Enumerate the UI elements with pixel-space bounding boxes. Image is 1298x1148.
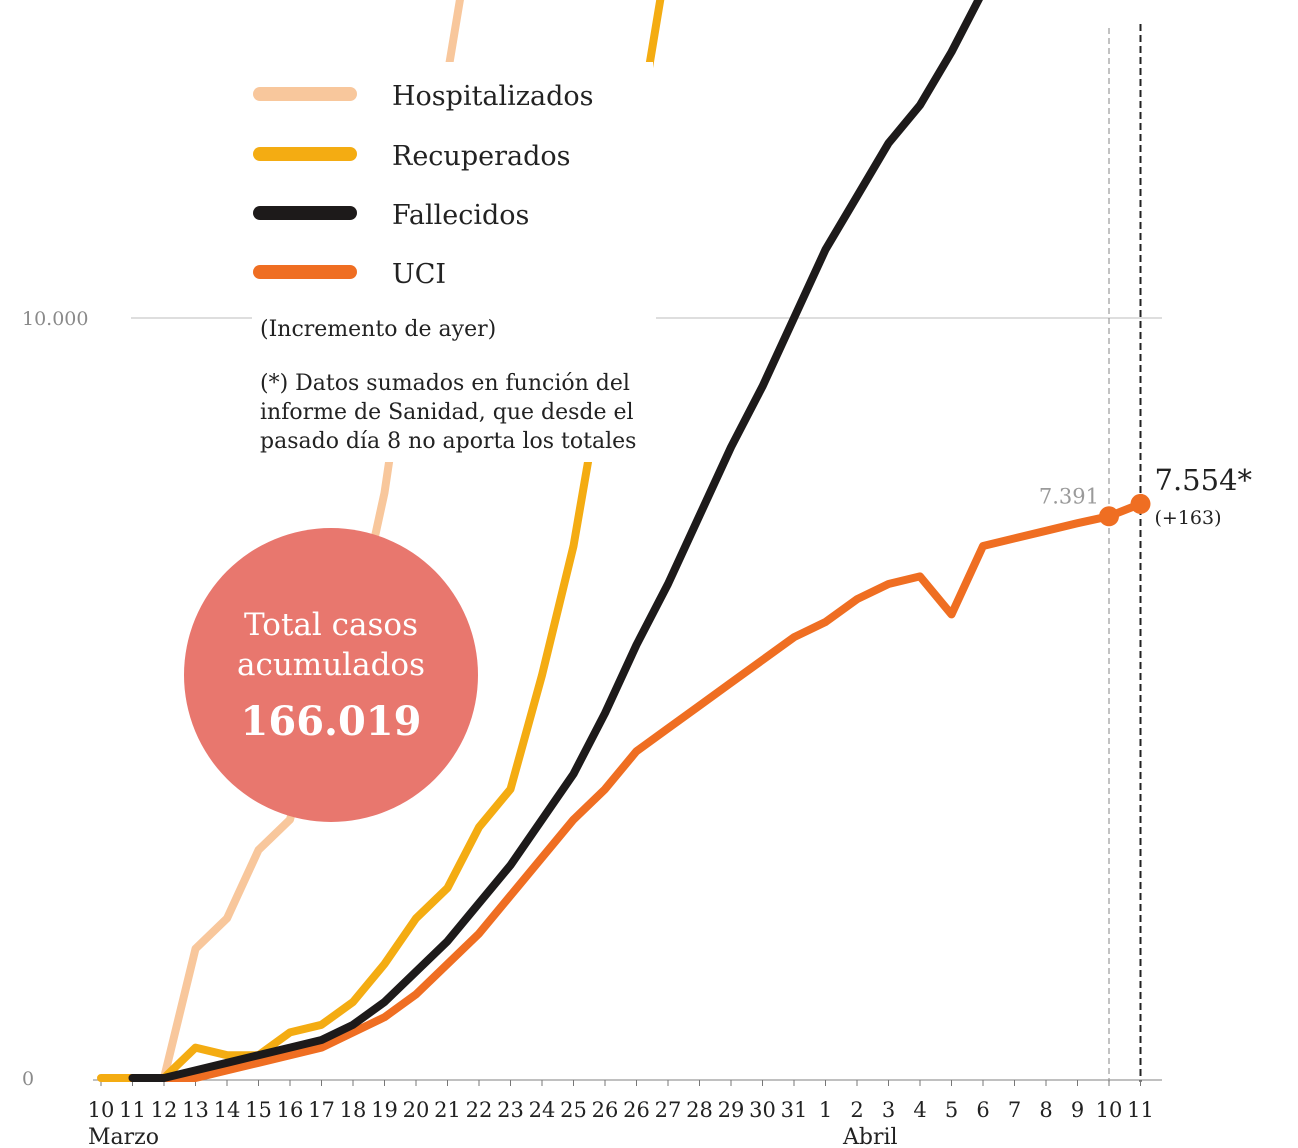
- x-tick-label: 13: [182, 1098, 209, 1122]
- x-tick-label: 6: [976, 1098, 989, 1122]
- total-cases-badge: Total casos acumulados 166.019: [184, 528, 478, 822]
- x-tick-label: 5: [945, 1098, 958, 1122]
- x-tick-label: 21: [434, 1098, 461, 1122]
- x-tick-label: 27: [655, 1098, 682, 1122]
- x-tick-label: 12: [151, 1098, 178, 1122]
- x-tick-label: 1: [819, 1098, 832, 1122]
- x-tick-label: 15: [245, 1098, 272, 1122]
- month-label-april: Abril: [842, 1125, 898, 1148]
- total-cases-circle: [184, 528, 478, 822]
- x-tick-label: 9: [1071, 1098, 1084, 1122]
- total-cases-line2: acumulados: [237, 647, 425, 683]
- x-tick-label: 18: [340, 1098, 367, 1122]
- x-tick-label: 26: [623, 1098, 650, 1122]
- x-tick-label: 11: [119, 1098, 146, 1122]
- x-tick-label: 7: [1008, 1098, 1021, 1122]
- x-tick-label: 4: [913, 1098, 926, 1122]
- series-line-fallecidos: [128, 0, 983, 1082]
- x-tick-label: 23: [497, 1098, 524, 1122]
- x-tick-label: 24: [529, 1098, 556, 1122]
- y-tick-label: 10.000: [22, 308, 88, 330]
- footnote-line: pasado día 8 no aporta los totales: [260, 429, 636, 454]
- x-tick-label: 19: [371, 1098, 398, 1122]
- legend-label-hospitalizados: Hospitalizados: [392, 81, 594, 112]
- x-tick-label: 3: [882, 1098, 895, 1122]
- footnote-line: informe de Sanidad, que desde el: [260, 400, 634, 425]
- note-background: [252, 312, 656, 462]
- x-tick-label: 16: [277, 1098, 304, 1122]
- x-tick-label: 29: [718, 1098, 745, 1122]
- value-labels: 68.05059.10916.3537.39173.465*(+5.415)62…: [1039, 463, 1253, 529]
- legend-label-fallecidos: Fallecidos: [392, 200, 529, 231]
- final-increment-label: (+163): [1155, 507, 1222, 529]
- x-tick-label: 2: [850, 1098, 863, 1122]
- series-line-uci: [128, 499, 1145, 1082]
- x-tick-label: 28: [686, 1098, 713, 1122]
- x-tick-label: 8: [1039, 1098, 1052, 1122]
- increment-note: (Incremento de ayer): [260, 317, 496, 342]
- legend: Hospitalizados Recuperados Fallecidos UCI (I…: [215, 62, 656, 462]
- legend-label-recuperados: Recuperados: [392, 141, 570, 172]
- legend-label-uci: UCI: [392, 259, 446, 290]
- x-tick-label: 22: [466, 1098, 493, 1122]
- x-tick-label: 20: [403, 1098, 430, 1122]
- x-tick-label: 25: [560, 1098, 587, 1122]
- x-tick-label: 26: [592, 1098, 619, 1122]
- x-tick-label: 30: [749, 1098, 776, 1122]
- x-tick-label: 31: [781, 1098, 808, 1122]
- x-tick-label: 10: [88, 1098, 115, 1122]
- x-tick-label: 10: [1096, 1098, 1123, 1122]
- x-axis-ticks: 10 11 12 13 14 15 16 17 18 19 20 21 22 23 24 25 26 26 27 28…: [88, 1080, 1154, 1148]
- month-label-march: Marzo: [88, 1125, 159, 1148]
- data-point-uci: [1099, 506, 1119, 527]
- previous-day-label: 7.391: [1039, 484, 1099, 508]
- total-cases-line1: Total casos: [244, 607, 418, 643]
- x-tick-label: 14: [214, 1098, 241, 1122]
- x-tick-label: 11: [1127, 1098, 1154, 1122]
- y-axis-ticks: 80.00070.00060.00050.00040.00030.00020.0…: [22, 308, 88, 1090]
- y-tick-label: 0: [22, 1068, 34, 1090]
- final-value-label: 7.554*: [1155, 463, 1253, 497]
- x-tick-label: 17: [308, 1098, 335, 1122]
- data-point-uci: [1130, 493, 1151, 514]
- footnote-line: (*) Datos sumados en función del: [260, 371, 630, 396]
- total-cases-value: 166.019: [241, 698, 422, 745]
